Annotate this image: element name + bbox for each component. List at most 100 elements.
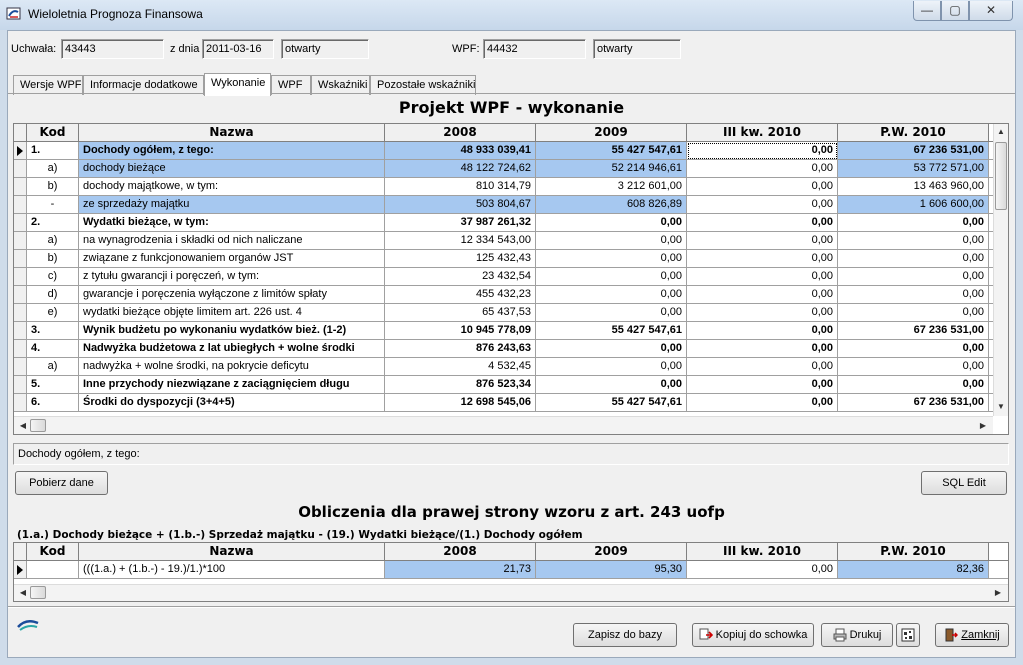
calc-scroll-thumb[interactable] bbox=[30, 586, 46, 599]
kod-cell[interactable]: 6. bbox=[27, 394, 79, 412]
value-cell[interactable]: 0,00 bbox=[687, 358, 838, 376]
row-indicator[interactable] bbox=[14, 322, 27, 340]
nazwa-cell[interactable]: Dochody ogółem, z tego: bbox=[79, 142, 385, 160]
kod-cell[interactable]: 2. bbox=[27, 214, 79, 232]
nazwa-cell[interactable]: dochody majątkowe, w tym: bbox=[79, 178, 385, 196]
value-cell[interactable]: 37 987 261,32 bbox=[385, 214, 536, 232]
kod-cell[interactable]: e) bbox=[27, 304, 79, 322]
calc-horizontal-scrollbar[interactable]: ◀ ▶ bbox=[14, 584, 1008, 601]
value-cell[interactable]: 48 122 724,62 bbox=[385, 160, 536, 178]
nazwa-cell[interactable]: Wynik budżetu po wykonaniu wydatków bież… bbox=[79, 322, 385, 340]
value-cell[interactable]: 3 212 601,00 bbox=[536, 178, 687, 196]
value-cell[interactable]: 608 826,89 bbox=[536, 196, 687, 214]
tab-informacje-dodatkowe[interactable]: Informacje dodatkowe bbox=[83, 75, 204, 95]
kod-cell[interactable]: c) bbox=[27, 268, 79, 286]
value-cell[interactable]: 876 243,63 bbox=[385, 340, 536, 358]
value-cell[interactable]: 0,00 bbox=[838, 232, 989, 250]
scroll-right-icon[interactable]: ▶ bbox=[979, 421, 987, 430]
table-vertical-scrollbar[interactable]: ▲ ▼ bbox=[993, 124, 1008, 416]
sql-edit-button[interactable]: SQL Edit bbox=[921, 471, 1007, 495]
kod-cell[interactable]: b) bbox=[27, 250, 79, 268]
value-cell[interactable]: 48 933 039,41 bbox=[385, 142, 536, 160]
zapisz-do-bazy-button[interactable]: Zapisz do bazy bbox=[573, 623, 677, 647]
value-cell[interactable]: 0,00 bbox=[687, 268, 838, 286]
value-cell[interactable]: 0,00 bbox=[687, 232, 838, 250]
value-cell[interactable]: 0,00 bbox=[687, 142, 838, 160]
value-cell[interactable]: 0,00 bbox=[687, 394, 838, 412]
calc-scroll-right-icon[interactable]: ▶ bbox=[994, 588, 1002, 597]
date-field[interactable]: 2011-03-16 bbox=[202, 39, 274, 59]
main-table-row[interactable]: e) wydatki bieżące objęte limitem art. 22… bbox=[14, 304, 1008, 322]
nazwa-cell[interactable]: gwarancje i poręczenia wyłączone z limit… bbox=[79, 286, 385, 304]
main-table-row[interactable]: c) z tytułu gwarancji i poręczeń, w tym: 2… bbox=[14, 268, 1008, 286]
value-cell[interactable]: 55 427 547,61 bbox=[536, 142, 687, 160]
main-table-row[interactable]: 4. Nadwyżka budżetowa z lat ubiegłych + w… bbox=[14, 340, 1008, 358]
row-indicator[interactable] bbox=[14, 394, 27, 412]
tab-wykonanie[interactable]: Wykonanie bbox=[204, 73, 271, 96]
value-cell[interactable]: 0,00 bbox=[838, 286, 989, 304]
value-cell[interactable]: 0,00 bbox=[838, 268, 989, 286]
value-cell[interactable]: 55 427 547,61 bbox=[536, 394, 687, 412]
tab-pozostale-wskazniki[interactable]: Pozostałe wskaźniki bbox=[370, 75, 476, 95]
row-indicator[interactable] bbox=[14, 232, 27, 250]
calc-column-header[interactable]: Nazwa bbox=[79, 543, 385, 561]
main-column-header[interactable]: P.W. 2010 bbox=[838, 124, 989, 142]
value-cell[interactable]: 0,00 bbox=[838, 304, 989, 322]
nazwa-cell[interactable]: (((1.a.) + (1.b.-) - 19.)/1.)*100 bbox=[79, 561, 385, 579]
value-cell[interactable]: 125 432,43 bbox=[385, 250, 536, 268]
value-cell[interactable]: 82,36 bbox=[838, 561, 989, 579]
nazwa-cell[interactable]: nadwyżka + wolne środki, na pokrycie def… bbox=[79, 358, 385, 376]
value-cell[interactable]: 810 314,79 bbox=[385, 178, 536, 196]
main-column-header[interactable]: Nazwa bbox=[79, 124, 385, 142]
value-cell[interactable]: 0,00 bbox=[687, 196, 838, 214]
value-cell[interactable]: 95,30 bbox=[536, 561, 687, 579]
value-cell[interactable]: 0,00 bbox=[687, 160, 838, 178]
scroll-up-icon[interactable]: ▲ bbox=[997, 127, 1005, 136]
calc-table[interactable]: Kod Nazwa 2008 2009 III kw. 2010 P.W. 2010(((… bbox=[13, 542, 1009, 602]
value-cell[interactable]: 52 214 946,61 bbox=[536, 160, 687, 178]
horizontal-scroll-thumb[interactable] bbox=[30, 419, 46, 432]
value-cell[interactable]: 21,73 bbox=[385, 561, 536, 579]
nazwa-cell[interactable]: Nadwyżka budżetowa z lat ubiegłych + wol… bbox=[79, 340, 385, 358]
main-table-row[interactable]: d) gwarancje i poręczenia wyłączone z lim… bbox=[14, 286, 1008, 304]
value-cell[interactable]: 12 334 543,00 bbox=[385, 232, 536, 250]
calc-column-header[interactable]: P.W. 2010 bbox=[838, 543, 989, 561]
tab-wskazniki[interactable]: Wskaźniki bbox=[311, 75, 370, 95]
value-cell[interactable]: 0,00 bbox=[687, 340, 838, 358]
kod-cell[interactable]: a) bbox=[27, 160, 79, 178]
table-horizontal-scrollbar[interactable]: ◀ ▶ bbox=[14, 416, 993, 434]
calc-column-header[interactable]: Kod bbox=[27, 543, 79, 561]
calc-column-header[interactable]: 2009 bbox=[536, 543, 687, 561]
value-cell[interactable]: 23 432,54 bbox=[385, 268, 536, 286]
main-table-row[interactable]: a) nadwyżka + wolne środki, na pokrycie d… bbox=[14, 358, 1008, 376]
value-cell[interactable]: 0,00 bbox=[687, 561, 838, 579]
value-cell[interactable]: 0,00 bbox=[536, 340, 687, 358]
value-cell[interactable]: 1 606 600,00 bbox=[838, 196, 989, 214]
main-table-row[interactable]: b) dochody majątkowe, w tym: 810 314,79 3 2… bbox=[14, 178, 1008, 196]
row-indicator[interactable] bbox=[14, 196, 27, 214]
value-cell[interactable]: 0,00 bbox=[687, 376, 838, 394]
row-indicator[interactable] bbox=[14, 268, 27, 286]
value-cell[interactable]: 0,00 bbox=[838, 376, 989, 394]
value-cell[interactable]: 0,00 bbox=[838, 358, 989, 376]
row-indicator[interactable] bbox=[14, 376, 27, 394]
kod-cell[interactable]: b) bbox=[27, 178, 79, 196]
value-cell[interactable]: 0,00 bbox=[687, 178, 838, 196]
main-column-header[interactable]: III kw. 2010 bbox=[687, 124, 838, 142]
value-cell[interactable]: 53 772 571,00 bbox=[838, 160, 989, 178]
row-indicator[interactable] bbox=[14, 178, 27, 196]
nazwa-cell[interactable]: związane z funkcjonowaniem organów JST bbox=[79, 250, 385, 268]
wpf-field[interactable]: 44432 bbox=[483, 39, 586, 59]
main-table-row[interactable]: a) dochody bieżące 48 122 724,62 52 214 946… bbox=[14, 160, 1008, 178]
row-indicator[interactable] bbox=[14, 214, 27, 232]
wykonanie-table[interactable]: Kod Nazwa 2008 2009 III kw. 2010 P.W. 2010 1. D… bbox=[13, 123, 1009, 435]
value-cell[interactable]: 876 523,34 bbox=[385, 376, 536, 394]
value-cell[interactable]: 65 437,53 bbox=[385, 304, 536, 322]
row-indicator[interactable] bbox=[14, 561, 27, 579]
calc-table-row[interactable]: (((1.a.) + (1.b.-) - 19.)/1.)*100 21,73 95… bbox=[14, 561, 1008, 579]
main-table-row[interactable]: 1. Dochody ogółem, z tego: 48 933 039,41 55… bbox=[14, 142, 1008, 160]
value-cell[interactable]: 0,00 bbox=[687, 286, 838, 304]
nazwa-cell[interactable]: wydatki bieżące objęte limitem art. 226 … bbox=[79, 304, 385, 322]
main-table-row[interactable]: 3. Wynik budżetu po wykonaniu wydatków bi… bbox=[14, 322, 1008, 340]
kod-cell[interactable]: a) bbox=[27, 358, 79, 376]
